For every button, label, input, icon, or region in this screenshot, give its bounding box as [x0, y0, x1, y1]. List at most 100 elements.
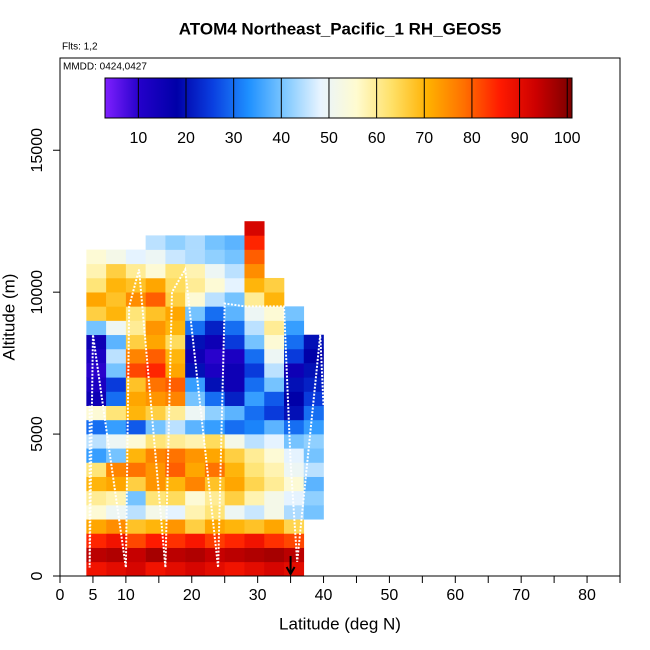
- x-axis-label: Latitude (deg N): [279, 614, 401, 633]
- heat-cell: [145, 306, 166, 321]
- heat-cell: [224, 249, 245, 265]
- heat-cell: [224, 434, 245, 449]
- heat-cell: [303, 363, 324, 378]
- heat-cell: [165, 490, 186, 506]
- heat-cell: [185, 249, 206, 265]
- heat-cell: [244, 292, 265, 307]
- heat-cell: [224, 419, 245, 435]
- heat-cell: [145, 377, 166, 392]
- heat-cell: [185, 405, 206, 421]
- heat-cell: [244, 462, 265, 477]
- heat-cell: [204, 320, 226, 336]
- heat-cell: [224, 391, 245, 406]
- heat-cell: [125, 363, 146, 378]
- colorbar-tick-label: 40: [272, 130, 290, 147]
- plot-frame: [59, 57, 621, 577]
- heat-cell: [244, 277, 265, 293]
- heat-cell: [224, 277, 245, 293]
- heat-cell: [264, 334, 285, 350]
- heat-cell: [106, 533, 127, 548]
- heat-cell: [106, 320, 127, 336]
- heat-cell: [86, 547, 107, 563]
- heat-cell: [86, 533, 107, 548]
- colorbar-tick-label: 30: [225, 130, 243, 147]
- heat-cell: [284, 547, 305, 563]
- heat-cell: [185, 547, 206, 563]
- heat-cell: [145, 490, 166, 506]
- heat-cell: [204, 419, 226, 435]
- heat-cell: [244, 434, 265, 449]
- heat-cell: [86, 277, 107, 293]
- heat-cell: [224, 448, 245, 463]
- heat-cell: [264, 462, 285, 477]
- heat-cell: [106, 561, 127, 577]
- heat-cell: [106, 363, 127, 378]
- heat-cell: [204, 377, 226, 392]
- heat-cell: [145, 533, 166, 548]
- heat-cell: [284, 434, 305, 449]
- heat-cell: [86, 363, 107, 378]
- colorbar: [104, 77, 573, 119]
- heat-cell: [125, 462, 146, 477]
- heat-cell: [264, 306, 285, 321]
- heat-cell: [185, 306, 206, 321]
- heat-cell: [145, 363, 166, 378]
- heat-cell: [165, 561, 186, 577]
- heat-cell: [284, 405, 305, 421]
- heat-cell: [106, 249, 127, 265]
- y-tick-label: 10000: [29, 270, 46, 315]
- heat-cell: [106, 476, 127, 492]
- heat-cell: [86, 561, 107, 577]
- heat-cell: [185, 533, 206, 548]
- heat-cell: [165, 235, 186, 250]
- heat-cell: [185, 419, 206, 435]
- heat-cell: [244, 334, 265, 350]
- heat-cell: [204, 277, 226, 293]
- heat-cell: [165, 505, 186, 520]
- x-tick-label: 80: [578, 587, 596, 604]
- heat-cell: [145, 434, 166, 449]
- heat-cell: [303, 434, 324, 449]
- heat-cell: [106, 263, 127, 279]
- heat-cell: [284, 419, 305, 435]
- heat-cell: [185, 490, 206, 506]
- heat-cell: [303, 490, 324, 506]
- heat-cell: [106, 434, 127, 449]
- heat-cell: [145, 334, 166, 350]
- heat-cell: [165, 405, 186, 421]
- heat-cell: [185, 320, 206, 336]
- heat-cell: [224, 334, 245, 350]
- heat-cell: [264, 561, 285, 577]
- heat-cell: [106, 462, 127, 477]
- heat-cell: [106, 419, 127, 435]
- heat-cell: [125, 519, 146, 534]
- annotation: MMDD: 0424,0427: [63, 62, 147, 73]
- heat-cell: [244, 320, 265, 336]
- heat-cell: [264, 419, 285, 435]
- heat-cell: [284, 334, 305, 350]
- heat-cell: [106, 348, 127, 364]
- heat-cell: [145, 249, 166, 265]
- heat-cell: [284, 377, 305, 392]
- heat-cell: [284, 320, 305, 336]
- heat-cell: [125, 505, 146, 520]
- heat-cell: [204, 561, 226, 577]
- heat-cell: [125, 277, 146, 293]
- heat-cell: [284, 462, 305, 477]
- heat-cell: [106, 519, 127, 534]
- heat-cell: [125, 476, 146, 492]
- heat-cell: [125, 547, 146, 563]
- heat-cell: [224, 476, 245, 492]
- heat-cell: [106, 391, 127, 406]
- heat-cell: [224, 363, 245, 378]
- heat-cell: [264, 533, 285, 548]
- colorbar-tick-label: 100: [554, 130, 581, 147]
- heat-cell: [86, 292, 107, 307]
- heat-cell: [204, 263, 226, 279]
- heat-cell: [244, 490, 265, 506]
- heat-cell: [185, 434, 206, 449]
- heat-cell: [165, 391, 186, 406]
- heat-cell: [106, 547, 127, 563]
- y-axis-label: Altitude (m): [0, 274, 18, 361]
